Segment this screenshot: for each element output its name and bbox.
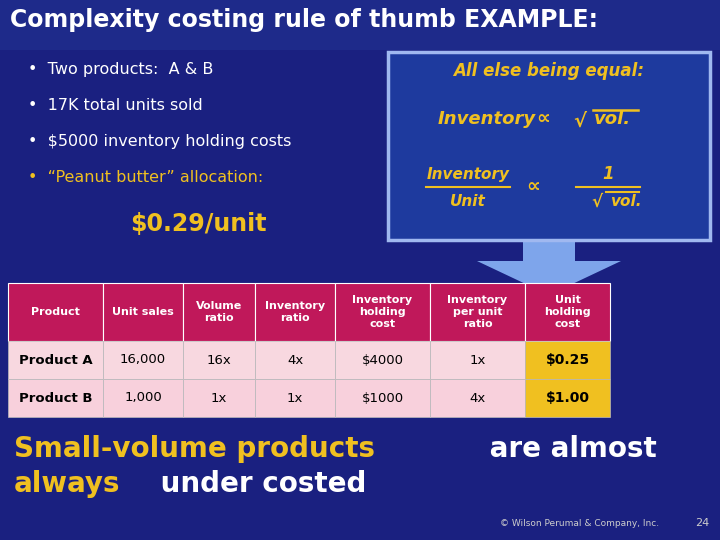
Bar — [335, 283, 430, 341]
Text: $0.25: $0.25 — [546, 353, 590, 367]
Text: $4000: $4000 — [361, 354, 403, 367]
Text: 1: 1 — [602, 165, 614, 183]
Bar — [430, 283, 525, 341]
Bar — [255, 341, 335, 379]
Bar — [8, 341, 103, 379]
Text: $1000: $1000 — [361, 392, 404, 404]
Bar — [0, 0, 720, 50]
Text: 1x: 1x — [469, 354, 486, 367]
Text: vol.: vol. — [594, 110, 631, 128]
Text: •  $5000 inventory holding costs: • $5000 inventory holding costs — [28, 134, 292, 149]
Text: Inventory: Inventory — [438, 110, 536, 128]
Text: Complexity costing rule of thumb EXAMPLE:: Complexity costing rule of thumb EXAMPLE… — [10, 8, 598, 32]
Bar — [103, 283, 183, 341]
Bar — [255, 283, 335, 341]
Text: ∝: ∝ — [526, 178, 540, 197]
Bar — [183, 379, 255, 417]
Bar — [183, 341, 255, 379]
Polygon shape — [477, 240, 621, 295]
Text: Volume
ratio: Volume ratio — [196, 301, 242, 323]
Bar — [525, 283, 610, 341]
Text: © Wilson Perumal & Company, Inc.: © Wilson Perumal & Company, Inc. — [500, 519, 659, 528]
Text: Unit
holding
cost: Unit holding cost — [544, 295, 591, 329]
Bar — [388, 52, 710, 240]
Bar — [525, 379, 610, 417]
Bar — [103, 341, 183, 379]
Text: 1x: 1x — [287, 392, 303, 404]
Text: All else being equal:: All else being equal: — [454, 62, 644, 80]
Text: Inventory
per unit
ratio: Inventory per unit ratio — [447, 295, 508, 329]
Text: Unit sales: Unit sales — [112, 307, 174, 317]
Text: always: always — [14, 470, 120, 498]
Text: √: √ — [591, 193, 602, 211]
Bar — [103, 379, 183, 417]
Bar — [335, 341, 430, 379]
Text: Product: Product — [31, 307, 80, 317]
Text: Small-volume products: Small-volume products — [14, 435, 375, 463]
Text: ∝: ∝ — [536, 110, 550, 129]
Text: 16,000: 16,000 — [120, 354, 166, 367]
Text: 16x: 16x — [207, 354, 231, 367]
Text: 1x: 1x — [211, 392, 228, 404]
Text: Unit: Unit — [450, 193, 486, 208]
Text: Inventory
ratio: Inventory ratio — [265, 301, 325, 323]
Text: 1,000: 1,000 — [124, 392, 162, 404]
Text: are almost: are almost — [480, 435, 657, 463]
Text: Inventory
holding
cost: Inventory holding cost — [352, 295, 413, 329]
Text: 4x: 4x — [469, 392, 485, 404]
Bar — [525, 341, 610, 379]
Text: •  Two products:  A & B: • Two products: A & B — [28, 62, 213, 77]
Bar — [335, 379, 430, 417]
Text: •  17K total units sold: • 17K total units sold — [28, 98, 203, 113]
Text: Product B: Product B — [19, 392, 92, 404]
Text: •  “Peanut butter” allocation:: • “Peanut butter” allocation: — [28, 170, 264, 185]
Text: $1.00: $1.00 — [546, 391, 590, 405]
Text: 4x: 4x — [287, 354, 303, 367]
Text: Inventory: Inventory — [426, 166, 510, 181]
Text: vol.: vol. — [610, 194, 642, 210]
Bar — [255, 379, 335, 417]
Text: √: √ — [573, 111, 586, 131]
Bar — [183, 283, 255, 341]
Text: Product A: Product A — [19, 354, 92, 367]
Text: 24: 24 — [695, 518, 709, 528]
Bar — [430, 379, 525, 417]
Bar — [8, 283, 103, 341]
Bar — [8, 379, 103, 417]
Bar — [430, 341, 525, 379]
Text: $0.29/unit: $0.29/unit — [130, 212, 266, 236]
Text: under costed: under costed — [151, 470, 366, 498]
